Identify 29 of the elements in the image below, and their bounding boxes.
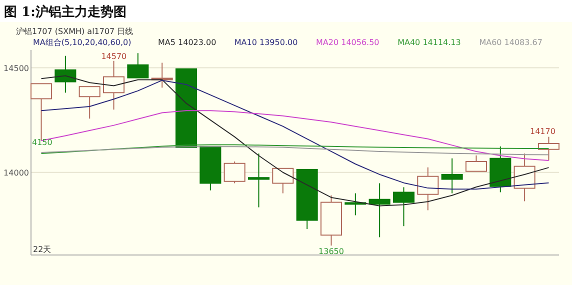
candlestick [127,52,149,78]
candlestick [248,153,270,208]
y-tick-label: 14000 [4,168,29,178]
candlestick [224,160,246,184]
candlestick [417,166,439,211]
annotation: 22天 [33,245,52,254]
annotation: 14170 [530,127,556,136]
candlestick [78,86,100,120]
candlestick [514,153,536,202]
candlestick [102,60,125,110]
y-tick-label: 14500 [4,64,29,73]
annotation: 4150 [32,138,52,147]
candlestick [368,182,390,238]
candlestick [272,168,294,194]
candlestick [54,55,76,94]
text: MA40 14114.13 [398,38,461,47]
candlestick [392,186,415,227]
chart-title: 图 1:沪铝主力走势图 [4,4,126,20]
candlestick [441,158,463,194]
text: MA组合(5,10,20,40,60,0) [33,38,132,47]
text: MA60 14083.67 [479,38,542,47]
annotation: 14570 [101,52,127,61]
candlestick [538,136,560,161]
chart-subtitle: 沪铝1707 (SXMH) al1707 日线 [16,27,134,36]
text: MA20 14056.50 [316,38,380,47]
text: MA5 14023.00 [158,38,216,47]
text: MA10 13950.00 [234,38,298,47]
candlestick [465,154,488,172]
annotation: 13650 [318,247,344,256]
